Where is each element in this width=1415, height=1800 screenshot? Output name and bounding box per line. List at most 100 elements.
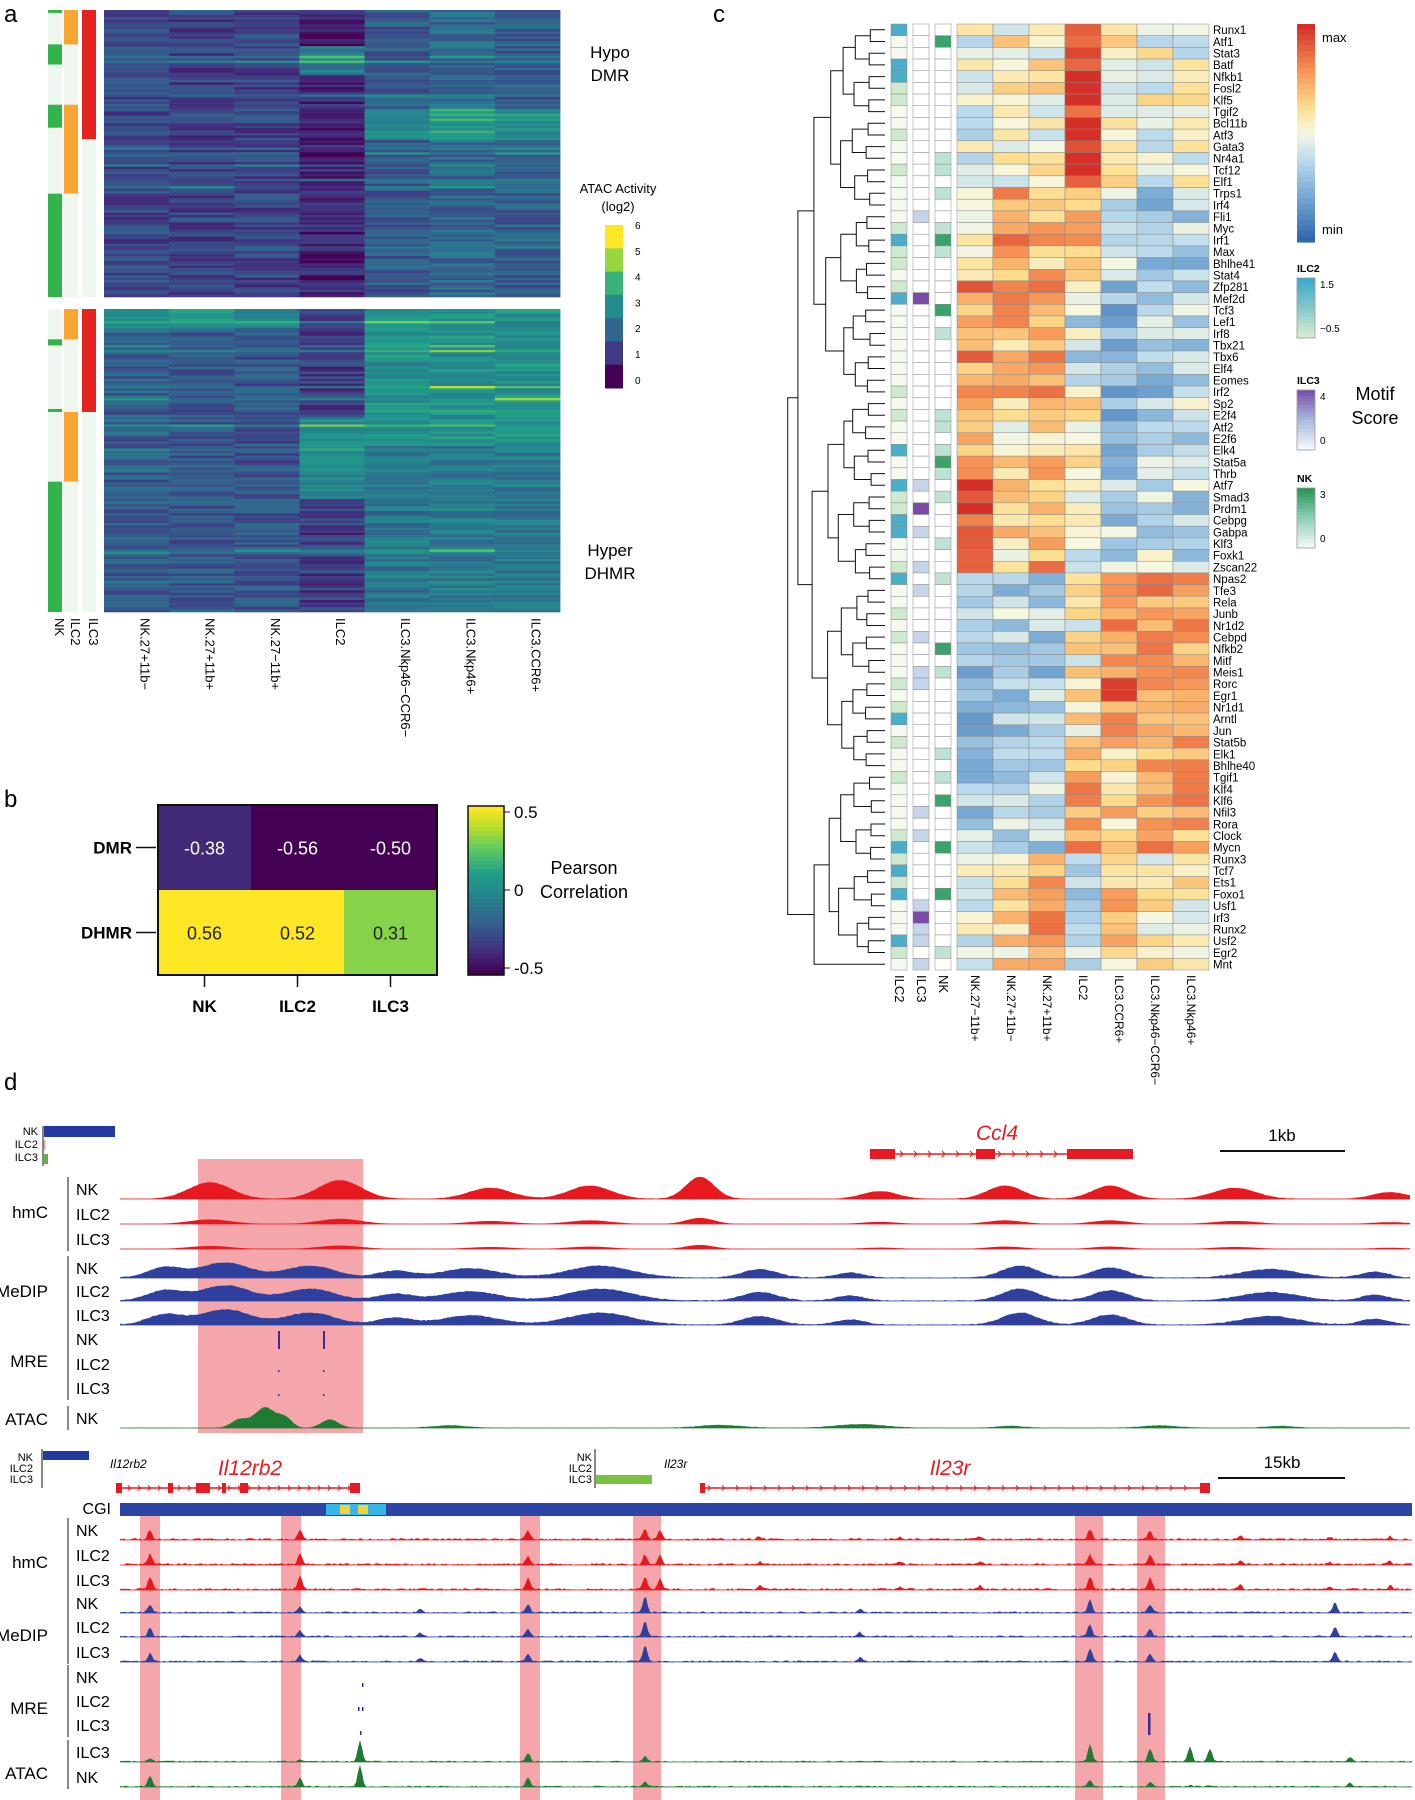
heatmap-a-cell (364, 260, 431, 264)
row-label-b: DHMR (81, 924, 132, 943)
motif-cell (1136, 117, 1174, 130)
heatmap-a-cell (234, 354, 300, 358)
heatmap-a-cell (234, 53, 300, 57)
motif-cell (992, 841, 1030, 854)
motif-cell (1172, 245, 1210, 258)
heatmap-a-cell (299, 251, 365, 254)
heatmap-a-cell (299, 429, 365, 432)
gene-strand-arrow (973, 1485, 978, 1491)
heatmap-a-cell (364, 347, 431, 351)
heatmap-a-cell (364, 599, 431, 603)
heatmap-a-cell (104, 123, 170, 127)
dendrogram-branch (865, 753, 885, 767)
heatmap-a-cell (429, 205, 496, 209)
heatmap-a-cell (494, 410, 561, 413)
heatmap-a-cell (234, 498, 300, 502)
heatmap-a-cell (104, 429, 170, 432)
track-sample-label: NK (76, 1411, 99, 1428)
motif-annotation-cell (934, 876, 952, 889)
heatmap-a-cell (234, 111, 300, 114)
heatmap-a-cell (494, 188, 561, 192)
heatmap-a-cell (364, 176, 431, 180)
heatmap-a-cell (299, 390, 365, 394)
motif-cell (1136, 747, 1174, 761)
motif-cell (956, 397, 994, 410)
heatmap-a-cell (494, 390, 561, 394)
heatmap-a-cell (494, 224, 561, 228)
gene-strand-arrow (337, 1485, 342, 1491)
heatmap-a-cell (494, 147, 561, 151)
heatmap-a-cell (234, 229, 300, 233)
motif-cell (1172, 677, 1210, 690)
motif-cell (1136, 911, 1174, 924)
heatmap-a-cell (494, 366, 561, 370)
colorbar-b-swatch (468, 839, 504, 845)
annotation-nk-segment (48, 44, 62, 65)
heatmap-a-cell (429, 518, 496, 521)
heatmap-a-cell (429, 566, 496, 570)
heatmap-a-cell (364, 489, 431, 493)
heatmap-a-cell (169, 333, 235, 336)
motif-cell (1100, 560, 1138, 574)
motif-cell (1100, 794, 1138, 807)
heatmap-a-cell (234, 590, 300, 594)
heatmap-a-cell (169, 426, 235, 430)
dendrogram-branch (855, 268, 868, 294)
motif-annotation-cell (934, 806, 952, 819)
heatmap-a-cell (234, 96, 300, 100)
motif-cell (1028, 829, 1066, 842)
motif-cell (992, 631, 1030, 644)
annotation-legend-tick: −0.5 (1320, 324, 1340, 335)
motif-cell (1136, 128, 1174, 142)
heatmap-a-cell (104, 414, 170, 418)
heatmap-a-cell (494, 347, 561, 351)
heatmap-a-cell (429, 34, 496, 37)
heatmap-a-cell (234, 513, 300, 517)
motif-annotation-cell (890, 257, 908, 270)
colorbar-c-swatch (1297, 176, 1315, 183)
heatmap-a-cell (429, 549, 496, 553)
heatmap-a-cell (104, 190, 170, 194)
heatmap-a-cell (234, 17, 300, 20)
gene-strand-arrow (187, 1485, 192, 1491)
track-mre-bar (278, 1331, 280, 1349)
heatmap-a-cell (104, 556, 170, 560)
heatmap-a-cell (234, 561, 300, 565)
heatmap-a-cell (299, 256, 365, 259)
heatmap-a-cell (494, 424, 561, 428)
heatmap-a-cell (234, 60, 300, 64)
motif-annotation-cell (934, 409, 952, 422)
heatmap-a-cell (169, 563, 235, 567)
motif-cell (1172, 140, 1210, 153)
heatmap-a-cell (104, 227, 170, 230)
motif-row-label: Cebpd (1213, 633, 1247, 645)
colorbar-a-tick: 2 (635, 324, 641, 335)
heatmap-a-cell (234, 178, 300, 182)
motif-annotation-cell (912, 666, 930, 679)
dendrogram-branch (866, 262, 885, 276)
motif-annotation-cell (890, 549, 908, 562)
heatmap-a-cell (169, 506, 235, 509)
heatmap-a-cell (299, 513, 365, 517)
heatmap-a-cell (364, 120, 431, 124)
heatmap-a-cell (299, 537, 365, 541)
motif-annotation-label: ILC3 (914, 975, 929, 1002)
motif-row-label: Nr4a1 (1213, 154, 1244, 166)
dendrogram-branch (868, 519, 885, 533)
heatmap-a-cell (364, 513, 431, 517)
gene-strand-arrow (147, 1485, 152, 1491)
annotation-legend-swatch (1297, 444, 1315, 448)
track-group-atac: ATAC NK (5, 1406, 1410, 1430)
heatmap-a-cell (494, 311, 561, 315)
track-mre-bar (278, 1370, 280, 1372)
heatmap-a-cell (364, 515, 431, 519)
heatmap-a-cell (234, 108, 300, 112)
heatmap-a-cell (429, 395, 496, 399)
motif-cell (1136, 350, 1174, 363)
heatmap-a-cell (299, 140, 365, 143)
heatmap-a-cell (494, 248, 561, 252)
colorbar-c-swatch (1297, 51, 1315, 58)
